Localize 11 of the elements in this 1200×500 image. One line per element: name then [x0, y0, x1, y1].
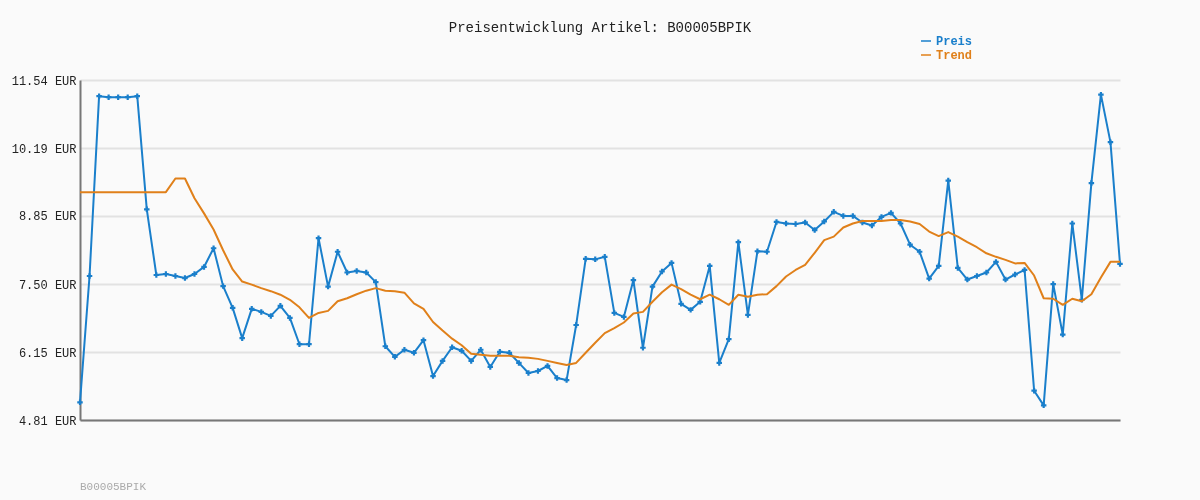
y-tick-label: 8.85 EUR	[18, 210, 77, 225]
legend-label: Trend	[936, 49, 973, 63]
chart-title: Preisentwicklung Artikel: B00005BPIK	[448, 20, 752, 36]
y-tick-label: 10.19 EUR	[11, 142, 77, 157]
text: B00005BPIK	[80, 481, 147, 493]
y-tick-label: 11.54 EUR	[11, 74, 77, 89]
y-tick-label: 6.15 EUR	[18, 346, 77, 361]
legend-label: Preis	[936, 35, 973, 49]
line-series	[79, 177, 1121, 366]
y-tick-label: 7.50 EUR	[18, 278, 77, 293]
y-tick-label: 4.81 EUR	[18, 414, 77, 429]
